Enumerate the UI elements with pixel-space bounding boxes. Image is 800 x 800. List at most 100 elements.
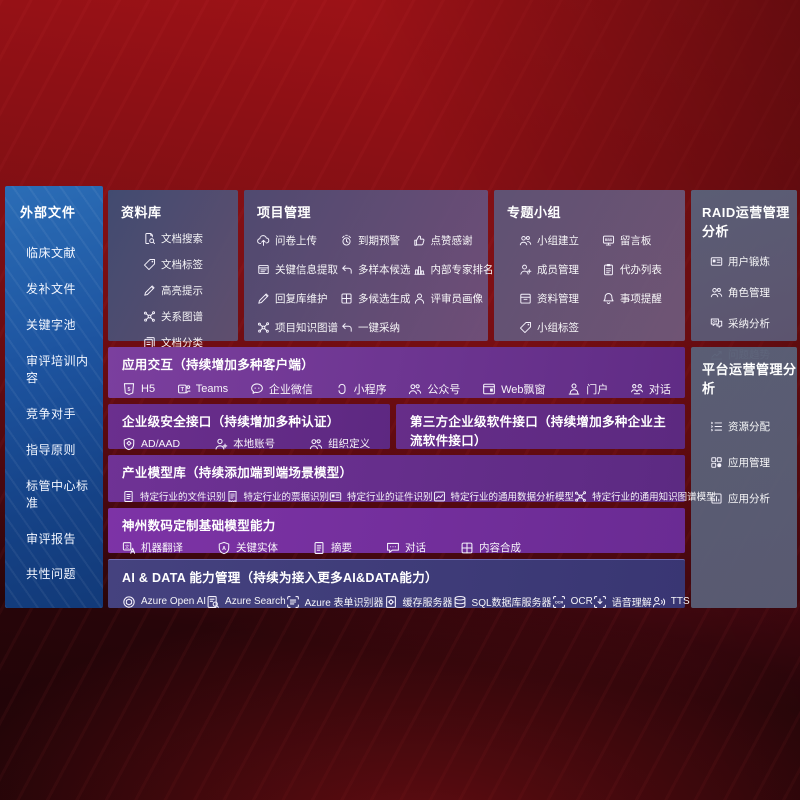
chat-qa-icon: QA: [710, 317, 723, 330]
doc-extract-icon: [257, 263, 270, 276]
library-panel: 资料库 文档搜索 文档标签 高亮提示 关系图谱 文档分类: [108, 190, 238, 349]
grid-gen-icon: [340, 292, 353, 305]
feature-label: 成员管理: [537, 264, 579, 276]
feature-label: 多样本候选: [358, 264, 411, 276]
feature-label: 摘要: [331, 542, 352, 554]
feature-item: 多样本候选: [340, 262, 411, 277]
feature-label: 对话: [405, 542, 426, 554]
platform-analysis-panel: 平台运营管理分析 资源分配 应用管理 应用分析: [691, 347, 797, 608]
feature-item: Web飘窗: [482, 381, 545, 397]
network-icon: [143, 310, 156, 323]
search-doc-icon: [206, 595, 220, 609]
feature-label: 内部专家排名: [430, 264, 494, 276]
feature-item: 企业微信: [250, 381, 313, 397]
group-title: 专题小组: [507, 205, 562, 220]
archive-icon: [519, 292, 532, 305]
sidebar-item: 审评培训内容: [26, 352, 99, 386]
sidebar-item-label: 关键字池: [26, 318, 77, 333]
feature-label: 关键信息提取: [275, 264, 338, 276]
security-title: 企业级安全接口（持续增加多种认证）: [122, 415, 340, 429]
miniprogram-icon: [335, 382, 349, 396]
feature-label: 内容合成: [479, 542, 521, 554]
raid-title: RAID运营管理分析: [702, 205, 790, 239]
feature-label: 关键实体: [236, 542, 278, 554]
third-party-title: 第三方企业级软件接口（持续增加多种企业主流软件接口）: [410, 415, 667, 448]
svg-text:A: A: [222, 545, 226, 551]
feature-label: 一键采纳: [358, 322, 400, 334]
feature-item: 特定行业的通用数据分析模型: [433, 489, 574, 503]
feature-item: 语音理解: [593, 594, 652, 609]
feature-label: 特定行业的证件识别: [347, 492, 433, 503]
feature-label: Azure Open AI: [141, 596, 207, 607]
teams-icon: T: [177, 382, 191, 396]
feature-label: 文档标签: [161, 259, 203, 271]
feature-item: AD/AAD: [122, 437, 180, 451]
sidebar-item-label: 审评报告: [26, 531, 77, 546]
sidebar-item: 临床文献: [26, 244, 99, 261]
feature-item: 事项提醒: [602, 291, 679, 306]
server-icon: [384, 595, 398, 609]
network-icon: [257, 321, 270, 334]
feature-item: 特定行业的证件识别: [329, 489, 433, 503]
chat-icon: [386, 541, 400, 555]
feature-item: 内容合成: [460, 540, 521, 555]
feature-item: Azure 表单识别器: [286, 594, 384, 609]
apps-icon: [710, 456, 723, 469]
doc-icon: [122, 490, 135, 503]
wechat-work-icon: [250, 382, 264, 396]
feature-label: OCR: [570, 596, 593, 607]
feature-item: 关键信息提取: [257, 262, 338, 277]
library-items: 文档搜索 文档标签 高亮提示 关系图谱 文档分类: [121, 231, 238, 350]
feature-label: 特定行业的票据识别: [243, 492, 330, 503]
feature-label: 应用分析: [728, 493, 770, 505]
base-model-title: 神州数码定制基础模型能力: [122, 519, 276, 533]
feature-item: 小组标签: [519, 320, 600, 335]
alarm-icon: [340, 234, 353, 247]
doc-search-icon: [143, 232, 156, 245]
sidebar-item: 指导原则: [26, 441, 99, 458]
feature-label: 项目知识图谱: [275, 322, 338, 334]
feature-label: 语音理解: [611, 598, 652, 609]
feature-label: 文档搜索: [161, 233, 203, 245]
ai-data-title: AI & DATA 能力管理（持续为接入更多AI&DATA能力）: [122, 571, 438, 585]
people-icon: [408, 382, 422, 396]
svg-text:文: 文: [125, 543, 130, 550]
feature-item: 文档标签: [143, 257, 238, 272]
podium-icon: [413, 263, 426, 276]
sidebar-item: 关键字池: [26, 316, 99, 333]
feature-label: 回复库维护: [275, 293, 328, 305]
tag-icon: [143, 258, 156, 271]
tag-icon: [519, 321, 532, 334]
raid-items: 用户锻炼角色管理QA采纳分析问题趋势: [702, 254, 797, 362]
network-icon: [574, 490, 587, 503]
sidebar-item-label: 标管中心标准: [26, 478, 89, 510]
feature-label: 事项提醒: [619, 293, 662, 305]
raid-analysis-panel: RAID运营管理分析 用户锻炼角色管理QA采纳分析问题趋势: [691, 190, 797, 361]
feature-label: 资料管理: [537, 293, 579, 305]
group-items: 小组建立 BBS 留言板 成员管理 代办列表 资料管理 事项提醒 小组标签: [507, 233, 685, 335]
feature-item: 资源分配: [710, 419, 797, 434]
feature-item: 应用管理: [710, 455, 797, 470]
third-party-interface-row: 第三方企业级软件接口（持续增加多种企业主流软件接口） API自动化设计器: [396, 404, 685, 469]
feature-label: 多候选生成: [358, 293, 411, 305]
feature-item: Azure Open AI: [122, 595, 206, 609]
feature-item: QA 采纳分析: [710, 316, 797, 331]
feature-item: T Teams: [177, 382, 228, 396]
feature-label: SQL数据库服务器: [471, 598, 552, 609]
feature-label: 企业微信: [268, 384, 313, 396]
feature-item: 多候选生成: [340, 291, 411, 306]
shield-icon: [122, 437, 136, 451]
feature-item: 特定行业的通用知识图谱模型: [574, 489, 716, 503]
topic-group-panel: 专题小组 小组建立 BBS 留言板 成员管理 代办列表 资料管理 事项提醒 小组标签: [494, 190, 685, 341]
bell-icon: [602, 292, 615, 305]
grid-gen-icon: [460, 541, 474, 555]
svg-text:5: 5: [127, 387, 130, 393]
feature-label: 小组建立: [537, 235, 579, 247]
feature-item: 到期预警: [340, 233, 411, 248]
feature-label: 公众号: [427, 384, 461, 396]
ai-data-row: AI & DATA 能力管理（持续为接入更多AI&DATA能力） Azure O…: [108, 559, 690, 609]
people-icon: [309, 437, 323, 451]
receipt-icon: [226, 490, 239, 503]
feature-label: 组织定义: [328, 438, 371, 450]
